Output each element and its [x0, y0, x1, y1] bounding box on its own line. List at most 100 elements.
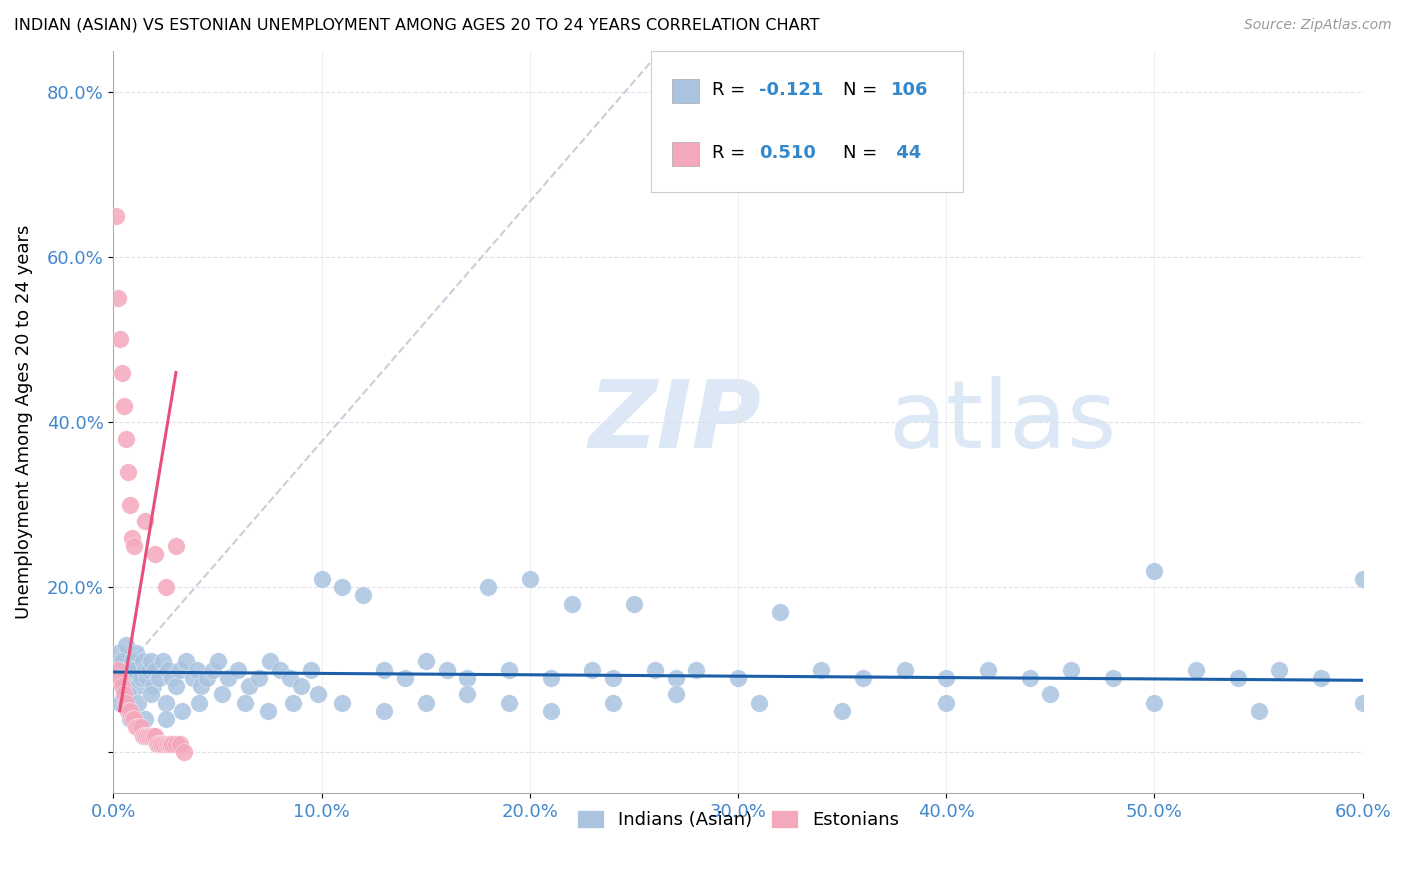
Point [120, 498, 142, 512]
Point [1351, 696, 1374, 710]
Point [176, 654, 198, 668]
Point [111, 654, 134, 668]
Point [108, 696, 131, 710]
Point [352, 588, 374, 602]
Point [111, 366, 134, 380]
Point [852, 671, 875, 685]
Point [143, 547, 166, 561]
Y-axis label: Unemployment Among Ages 20 to 24 years: Unemployment Among Ages 20 to 24 years [15, 225, 32, 619]
Point [256, 704, 278, 718]
Point [125, 720, 148, 734]
Point [146, 737, 169, 751]
Point [107, 291, 129, 305]
Point [477, 580, 499, 594]
Point [977, 663, 1000, 677]
Text: 106: 106 [890, 81, 928, 99]
Point [107, 646, 129, 660]
Point [373, 704, 395, 718]
Point [727, 671, 749, 685]
Point [134, 712, 156, 726]
Point [1143, 564, 1166, 578]
Point [280, 671, 302, 685]
Text: Source: ZipAtlas.com: Source: ZipAtlas.com [1244, 18, 1392, 32]
Point [155, 737, 177, 751]
Point [121, 654, 143, 668]
Point [269, 663, 291, 677]
Point [935, 696, 957, 710]
Point [117, 687, 139, 701]
Point [1143, 696, 1166, 710]
Point [150, 737, 173, 751]
Point [139, 654, 162, 668]
Point [665, 687, 688, 701]
Point [156, 663, 179, 677]
Point [108, 333, 131, 347]
Text: atlas: atlas [889, 376, 1116, 468]
Point [685, 663, 707, 677]
Point [238, 679, 260, 693]
Point [148, 737, 170, 751]
Point [247, 671, 270, 685]
Point [644, 663, 666, 677]
Text: INDIAN (ASIAN) VS ESTONIAN UNEMPLOYMENT AMONG AGES 20 TO 24 YEARS CORRELATION CH: INDIAN (ASIAN) VS ESTONIAN UNEMPLOYMENT … [14, 18, 820, 33]
Point [139, 687, 162, 701]
Point [332, 580, 354, 594]
Text: 44: 44 [890, 145, 922, 162]
Point [160, 671, 183, 685]
Point [195, 671, 218, 685]
Point [148, 671, 170, 685]
Point [165, 737, 187, 751]
Point [540, 671, 562, 685]
Point [134, 514, 156, 528]
Point [156, 737, 179, 751]
Point [665, 671, 688, 685]
Point [1226, 671, 1249, 685]
Point [112, 679, 135, 693]
Point [1039, 687, 1062, 701]
Point [290, 679, 312, 693]
Point [108, 671, 131, 685]
Point [394, 671, 416, 685]
Point [1185, 663, 1208, 677]
Point [127, 679, 149, 693]
Point [211, 687, 233, 701]
Point [135, 729, 157, 743]
FancyBboxPatch shape [672, 142, 699, 166]
Text: R =: R = [711, 145, 751, 162]
Point [436, 663, 458, 677]
Text: 0.510: 0.510 [759, 145, 815, 162]
Point [190, 679, 212, 693]
Point [228, 663, 250, 677]
Point [124, 712, 146, 726]
Point [121, 712, 143, 726]
Point [173, 745, 195, 759]
Point [1018, 671, 1040, 685]
Point [456, 687, 478, 701]
Point [165, 539, 187, 553]
Point [623, 597, 645, 611]
Point [259, 654, 281, 668]
Point [108, 671, 131, 685]
Point [831, 704, 853, 718]
Point [155, 580, 177, 594]
Point [115, 432, 138, 446]
Point [307, 687, 329, 701]
Point [769, 605, 792, 619]
Point [1351, 572, 1374, 586]
Point [560, 597, 582, 611]
Point [1310, 671, 1333, 685]
Point [115, 696, 138, 710]
Point [155, 696, 177, 710]
Point [415, 696, 437, 710]
Point [935, 671, 957, 685]
Point [139, 729, 162, 743]
Point [893, 663, 915, 677]
Point [104, 209, 127, 223]
Point [131, 654, 153, 668]
Point [112, 687, 135, 701]
Point [169, 737, 191, 751]
Point [125, 646, 148, 660]
Point [117, 465, 139, 479]
Point [602, 671, 624, 685]
Point [121, 531, 143, 545]
